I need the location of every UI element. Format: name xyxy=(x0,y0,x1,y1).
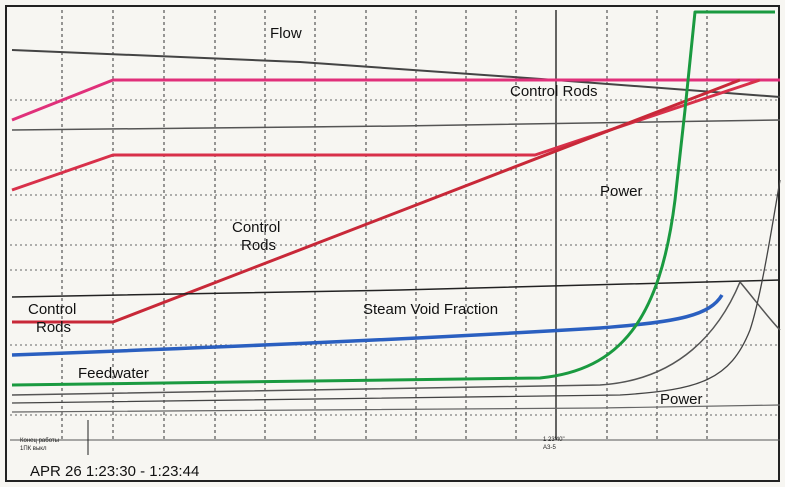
label-steam-void: Steam Void Fraction xyxy=(363,301,498,318)
mark-text: 1 23'40" xyxy=(543,437,565,443)
label-power: Power xyxy=(660,391,703,408)
mark-text: Конец работы xyxy=(20,438,59,444)
label-control-rods: Control Rods xyxy=(510,83,598,100)
mark-text: 1ПК выкл xyxy=(20,446,47,452)
label-control-rods: Control xyxy=(232,219,280,236)
mark-text: АЗ-5 xyxy=(543,445,557,451)
border xyxy=(5,5,780,482)
label-control-rods: Rods xyxy=(36,319,71,336)
caption: APR 26 1:23:30 - 1:23:44 xyxy=(30,463,199,480)
label-feedwater: Feedwater xyxy=(78,365,149,382)
annotations: Flow Control Rods Power Control Rods Con… xyxy=(28,25,703,408)
label-flow: Flow xyxy=(270,25,302,42)
grid xyxy=(10,10,780,441)
traces xyxy=(11,10,781,413)
label-power: Power xyxy=(600,183,643,200)
recorder-marks: Конец работы 1ПК выкл 1 23'40" АЗ-5 xyxy=(20,420,565,455)
label-control-rods: Control xyxy=(28,301,76,318)
label-control-rods: Rods xyxy=(241,237,276,254)
